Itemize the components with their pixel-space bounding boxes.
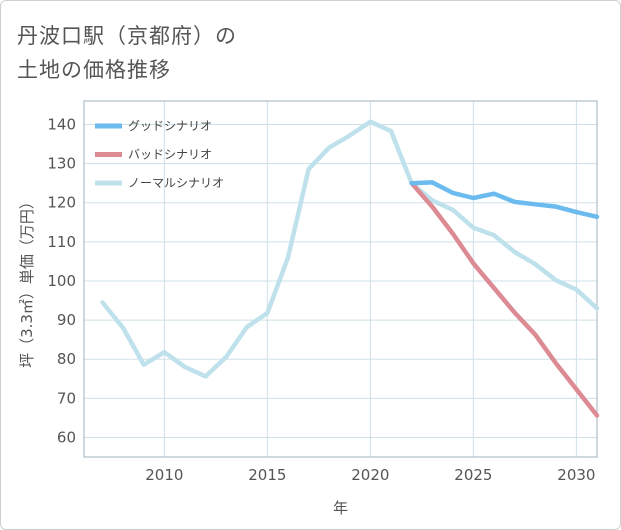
- grid-lines: [84, 101, 597, 457]
- y-tick-label: 100: [47, 272, 76, 290]
- y-tick-label: 90: [57, 311, 76, 329]
- y-tick-labels: 60 70 80 90 100 110 120 130 140: [47, 115, 76, 446]
- y-tick-label: 130: [47, 155, 76, 173]
- chart-title: 丹波口駅（京都府）の 土地の価格推移: [17, 19, 237, 87]
- y-tick-label: 110: [47, 233, 76, 251]
- plot-border: [83, 100, 598, 458]
- legend-label: バッドシナリオ: [128, 148, 212, 162]
- y-tick-label: 120: [47, 194, 76, 212]
- legend-label: ノーマルシナリオ: [128, 176, 224, 190]
- axes: [83, 100, 598, 458]
- y-tick-label: 60: [57, 428, 76, 446]
- series-line-2: [100, 119, 600, 379]
- series-line-0: [409, 180, 600, 220]
- legend-label: グッドシナリオ: [128, 119, 212, 133]
- series-lines: [100, 119, 600, 418]
- x-tick-label: 2015: [248, 466, 286, 484]
- series-line-1: [409, 180, 600, 418]
- x-tick-label: 2020: [351, 466, 389, 484]
- x-tick-labels: 2010 2015 2020 2025 2030: [145, 466, 595, 484]
- x-tick-label: 2025: [454, 466, 492, 484]
- y-tick-label: 140: [47, 115, 76, 133]
- y-tick-label: 80: [57, 350, 76, 368]
- y-axis-title: 坪（3.3㎡）単価（万円）: [18, 194, 36, 368]
- chart-title-line-2: 土地の価格推移: [17, 58, 171, 82]
- x-tick-label: 2010: [145, 466, 183, 484]
- x-tick-label: 2030: [557, 466, 595, 484]
- chart-title-line-1: 丹波口駅（京都府）の: [17, 24, 237, 48]
- x-axis-title: 年: [333, 499, 348, 517]
- y-tick-label: 70: [57, 389, 76, 407]
